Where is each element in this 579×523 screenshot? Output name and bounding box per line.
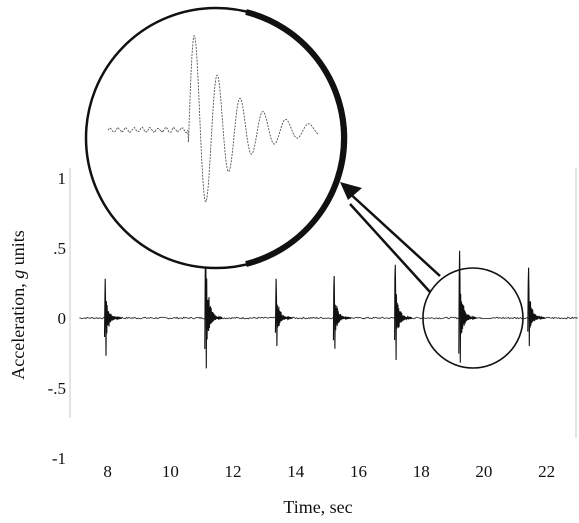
burst-7 xyxy=(527,267,546,347)
plot-frame xyxy=(69,168,577,438)
y-axis-ticks: 1 .5 0 -.5 -1 xyxy=(48,169,66,468)
x-tick-label: 18 xyxy=(413,462,430,481)
inset-waveform xyxy=(107,34,319,203)
signal-trace xyxy=(79,233,578,369)
x-tick-label: 12 xyxy=(225,462,242,481)
x-axis-title: Time, sec xyxy=(283,497,352,517)
burst-4 xyxy=(332,275,352,349)
y-axis-title-suffix: units xyxy=(8,230,28,270)
burst-6 xyxy=(458,250,477,363)
y-axis-title-prefix: Acceleration, xyxy=(8,279,28,380)
inset-circle-shadow xyxy=(245,9,347,267)
y-tick-label: 1 xyxy=(58,169,67,188)
x-tick-label: 20 xyxy=(475,462,492,481)
baseline-trace xyxy=(79,316,578,320)
y-tick-label: .5 xyxy=(53,239,66,258)
pointer-arrows xyxy=(340,182,441,293)
highlight-circle xyxy=(422,267,524,369)
burst-3 xyxy=(274,278,294,347)
arrow-head xyxy=(340,182,362,200)
x-tick-label: 22 xyxy=(538,462,555,481)
x-tick-label: 8 xyxy=(103,462,112,481)
x-axis-ticks: 8 10 12 14 16 18 20 22 xyxy=(103,462,555,481)
x-tick-label: 10 xyxy=(162,462,179,481)
y-tick-label: -.5 xyxy=(48,379,66,398)
arrow-line-lower xyxy=(349,203,431,293)
burst-5 xyxy=(394,264,413,361)
y-tick-label: -1 xyxy=(52,449,66,468)
magnified-inset xyxy=(84,6,348,270)
y-tick-label: 0 xyxy=(58,309,67,328)
arrow-line-upper xyxy=(345,189,441,277)
burst-2 xyxy=(204,233,223,369)
y-axis-title-italic: g xyxy=(8,270,28,279)
y-axis-title: Acceleration, g units xyxy=(8,230,28,379)
x-tick-label: 14 xyxy=(287,462,305,481)
x-tick-label: 16 xyxy=(350,462,367,481)
burst-1 xyxy=(103,278,123,356)
highlight-circle-group xyxy=(422,267,524,369)
